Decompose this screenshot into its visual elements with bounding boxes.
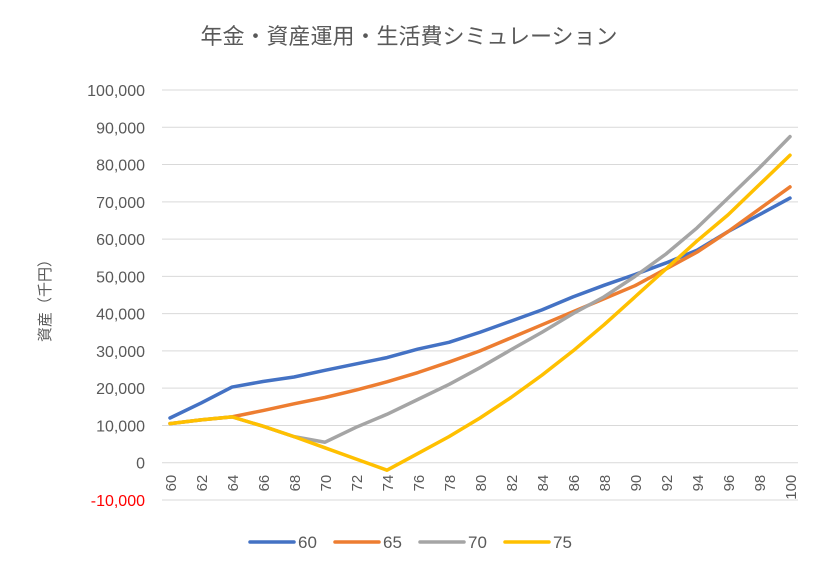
x-tick-label: 84 <box>535 475 552 492</box>
x-tick-label: 90 <box>628 475 645 492</box>
legend-label-60: 60 <box>298 533 317 552</box>
y-tick-label: 90,000 <box>96 120 145 137</box>
x-tick-label: 92 <box>659 475 676 492</box>
x-tick-label: 78 <box>442 475 459 492</box>
y-axis-ticks: -10,000 0 10,000 20,000 30,000 40,000 50,000 60… <box>87 83 145 510</box>
x-tick-label: 96 <box>721 475 738 492</box>
series-line-60 <box>168 196 792 420</box>
x-tick-label: 62 <box>194 475 211 492</box>
y-tick-label: 80,000 <box>96 158 145 175</box>
y-axis-label: 資産（千円） <box>36 252 54 342</box>
x-tick-label: 98 <box>752 475 769 492</box>
y-tick-label: 70,000 <box>96 195 145 212</box>
x-tick-label: 94 <box>690 475 707 492</box>
y-tick-label: -10,000 <box>91 493 145 510</box>
x-tick-label: 86 <box>566 475 583 492</box>
legend-label-65: 65 <box>383 533 402 552</box>
chart-title: 年金・資産運用・生活費シミュレーション <box>200 25 617 50</box>
x-tick-label: 60 <box>163 475 180 492</box>
x-tick-label: 64 <box>225 475 242 492</box>
series-line-70 <box>168 134 792 444</box>
series-line-75 <box>168 153 792 472</box>
x-tick-label: 88 <box>597 475 614 492</box>
y-tick-label: 50,000 <box>96 269 145 286</box>
y-tick-label: 30,000 <box>96 344 145 361</box>
legend-label-75: 75 <box>553 533 572 552</box>
legend: 60 65 70 75 <box>248 533 572 552</box>
y-tick-label: 0 <box>136 456 145 473</box>
x-tick-label: 70 <box>318 475 335 492</box>
x-tick-label: 100 <box>783 475 800 500</box>
x-axis-ticks: 60 62 64 66 68 70 72 74 76 78 80 82 84 86 88 90 92 94 96 98… <box>163 475 800 500</box>
x-tick-label: 82 <box>504 475 521 492</box>
x-tick-label: 68 <box>287 475 304 492</box>
y-tick-label: 20,000 <box>96 381 145 398</box>
gridlines <box>162 89 798 501</box>
series-line-65 <box>168 185 792 426</box>
x-tick-label: 80 <box>473 475 490 492</box>
series-lines <box>168 134 792 472</box>
legend-label-70: 70 <box>468 533 487 552</box>
x-tick-label: 76 <box>411 475 428 492</box>
x-tick-label: 66 <box>256 475 273 492</box>
y-tick-label: 100,000 <box>87 83 145 100</box>
x-tick-label: 72 <box>349 475 366 492</box>
y-tick-label: 60,000 <box>96 232 145 249</box>
y-tick-label: 40,000 <box>96 307 145 324</box>
y-tick-label: 10,000 <box>96 418 145 435</box>
x-tick-label: 74 <box>380 475 397 492</box>
